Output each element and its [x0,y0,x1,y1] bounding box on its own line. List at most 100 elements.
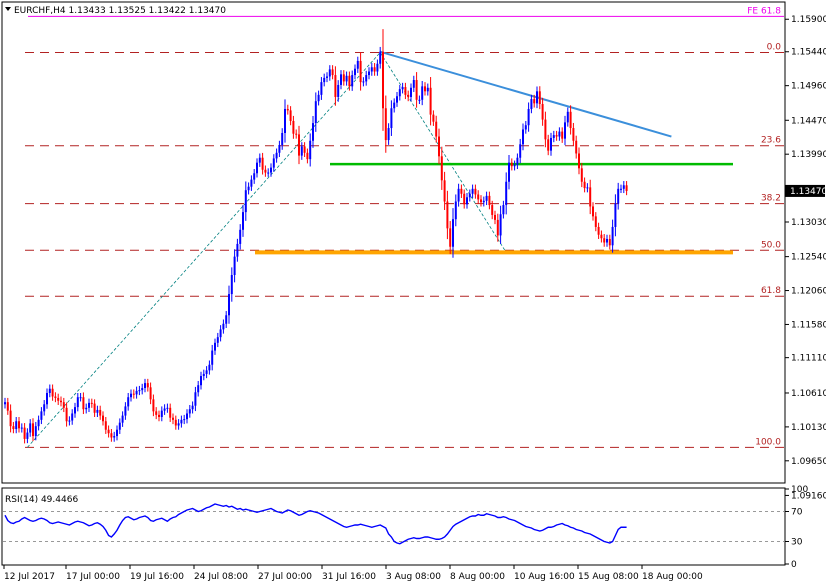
trend-lines[interactable] [379,50,672,138]
bear-candle [331,69,334,76]
bull-candle [160,410,163,418]
bull-candle [135,390,138,395]
bull-candle [499,214,502,236]
bull-candle [116,429,118,437]
bear-candle [460,188,463,194]
bull-candle [247,186,250,191]
bear-candle [589,187,592,207]
bear-candle [373,67,376,72]
bull-candle [426,87,429,92]
price-tick-label: 1.13990 [791,150,826,160]
bear-candle [9,410,12,427]
fib-level-label: 50.0 [761,240,781,250]
bear-candle [443,180,446,202]
bull-candle [43,404,46,412]
rsi-pane[interactable]: 100 70 30 0 RSI(14) 49.4466 [1,485,808,570]
bull-candle [376,63,379,72]
time-tick-label: 3 Aug 08:00 [386,572,441,582]
bull-candle [552,135,555,138]
bull-candle [622,185,625,189]
bear-candle [261,157,264,170]
bull-candle [34,426,37,437]
bull-candle [138,390,141,392]
bear-candle [569,111,572,129]
bear-candle [449,228,452,247]
bull-candle [328,69,331,77]
bull-candle [166,407,169,409]
bull-candle [468,193,471,198]
bear-candle [62,402,65,408]
rsi-line [4,503,627,545]
bear-candle [494,214,496,220]
bull-candle [314,101,317,124]
bull-candle [354,68,356,76]
bull-candle [46,392,48,405]
bull-candle [482,200,485,203]
bull-candle [88,402,90,408]
bear-candle [625,185,628,191]
bear-candle [306,152,309,160]
price-tick-label: 1.15900 [791,15,826,25]
bull-candle [620,188,622,190]
symbol-ohlc-line: EURCHF,H4 1.13433 1.13525 1.13422 1.1347… [14,6,226,16]
bull-candle [29,423,32,433]
bull-candle [508,162,510,182]
bear-candle [575,140,578,154]
bear-candle [407,94,410,97]
bear-candle [303,146,306,153]
bull-candle [312,123,314,141]
price-tick-label: 1.09650 [791,457,826,467]
time-tick-label: 19 Jul 16:00 [130,572,184,582]
bull-candle [233,256,236,275]
bear-candle [54,396,57,398]
bear-candle [488,195,491,206]
bear-candle [608,238,611,246]
time-tick-label: 12 Jul 2017 [4,572,55,582]
bear-candle [32,423,34,437]
bull-candle [351,75,354,87]
bull-candle [471,188,474,194]
bear-candle [23,427,26,439]
time-tick-label: 8 Aug 00:00 [450,572,505,582]
dropdown-arrow-icon[interactable] [5,7,11,11]
bull-candle [340,74,342,85]
bull-candle [530,99,533,109]
bear-candle [169,407,172,418]
price-tick-label: 1.11580 [791,320,826,330]
bull-candle [421,86,424,100]
fib-level-label: 100.0 [755,437,781,447]
price-tick-label: 1.10610 [791,389,826,399]
bull-candle [454,201,457,220]
bull-candle [15,421,18,430]
current-price-tag-bg [785,184,825,197]
bear-candle [480,199,482,203]
bull-candle [370,67,373,72]
bull-candle [267,172,270,174]
price-pane[interactable]: 0.0 23.6 38.2 50.0 61.8 100.0 FE 61.8 1.15900… [1,1,826,501]
price-tick-label: 1.14470 [791,116,826,126]
bear-candle [334,75,337,97]
time-tick-label: 10 Aug 16:00 [514,572,575,582]
bear-candle [496,219,499,236]
current-price-label: 1.13470 [790,187,826,197]
bull-candle [365,75,368,82]
price-tick-label: 1.12540 [791,253,826,263]
bear-candle [107,429,110,434]
price-tick-label: 1.15440 [791,48,826,58]
fib-level-label: 61.8 [761,286,781,296]
bear-candle [510,162,513,167]
bear-candle [583,181,586,189]
candles [4,29,628,444]
price-tick-label: 1.11110 [791,354,826,364]
bull-candle [368,71,370,76]
bull-candle [516,157,519,165]
bear-candle [60,400,62,403]
bull-candle [228,294,230,316]
bull-candle [141,388,144,391]
horizontal-lines[interactable] [255,162,733,255]
time-tick-label: 15 Aug 08:00 [578,572,639,582]
bull-candle [76,397,79,408]
fib-level-label: 0.0 [767,42,782,52]
bull-candle [527,108,530,126]
fib-level-label: 38.2 [761,194,781,204]
